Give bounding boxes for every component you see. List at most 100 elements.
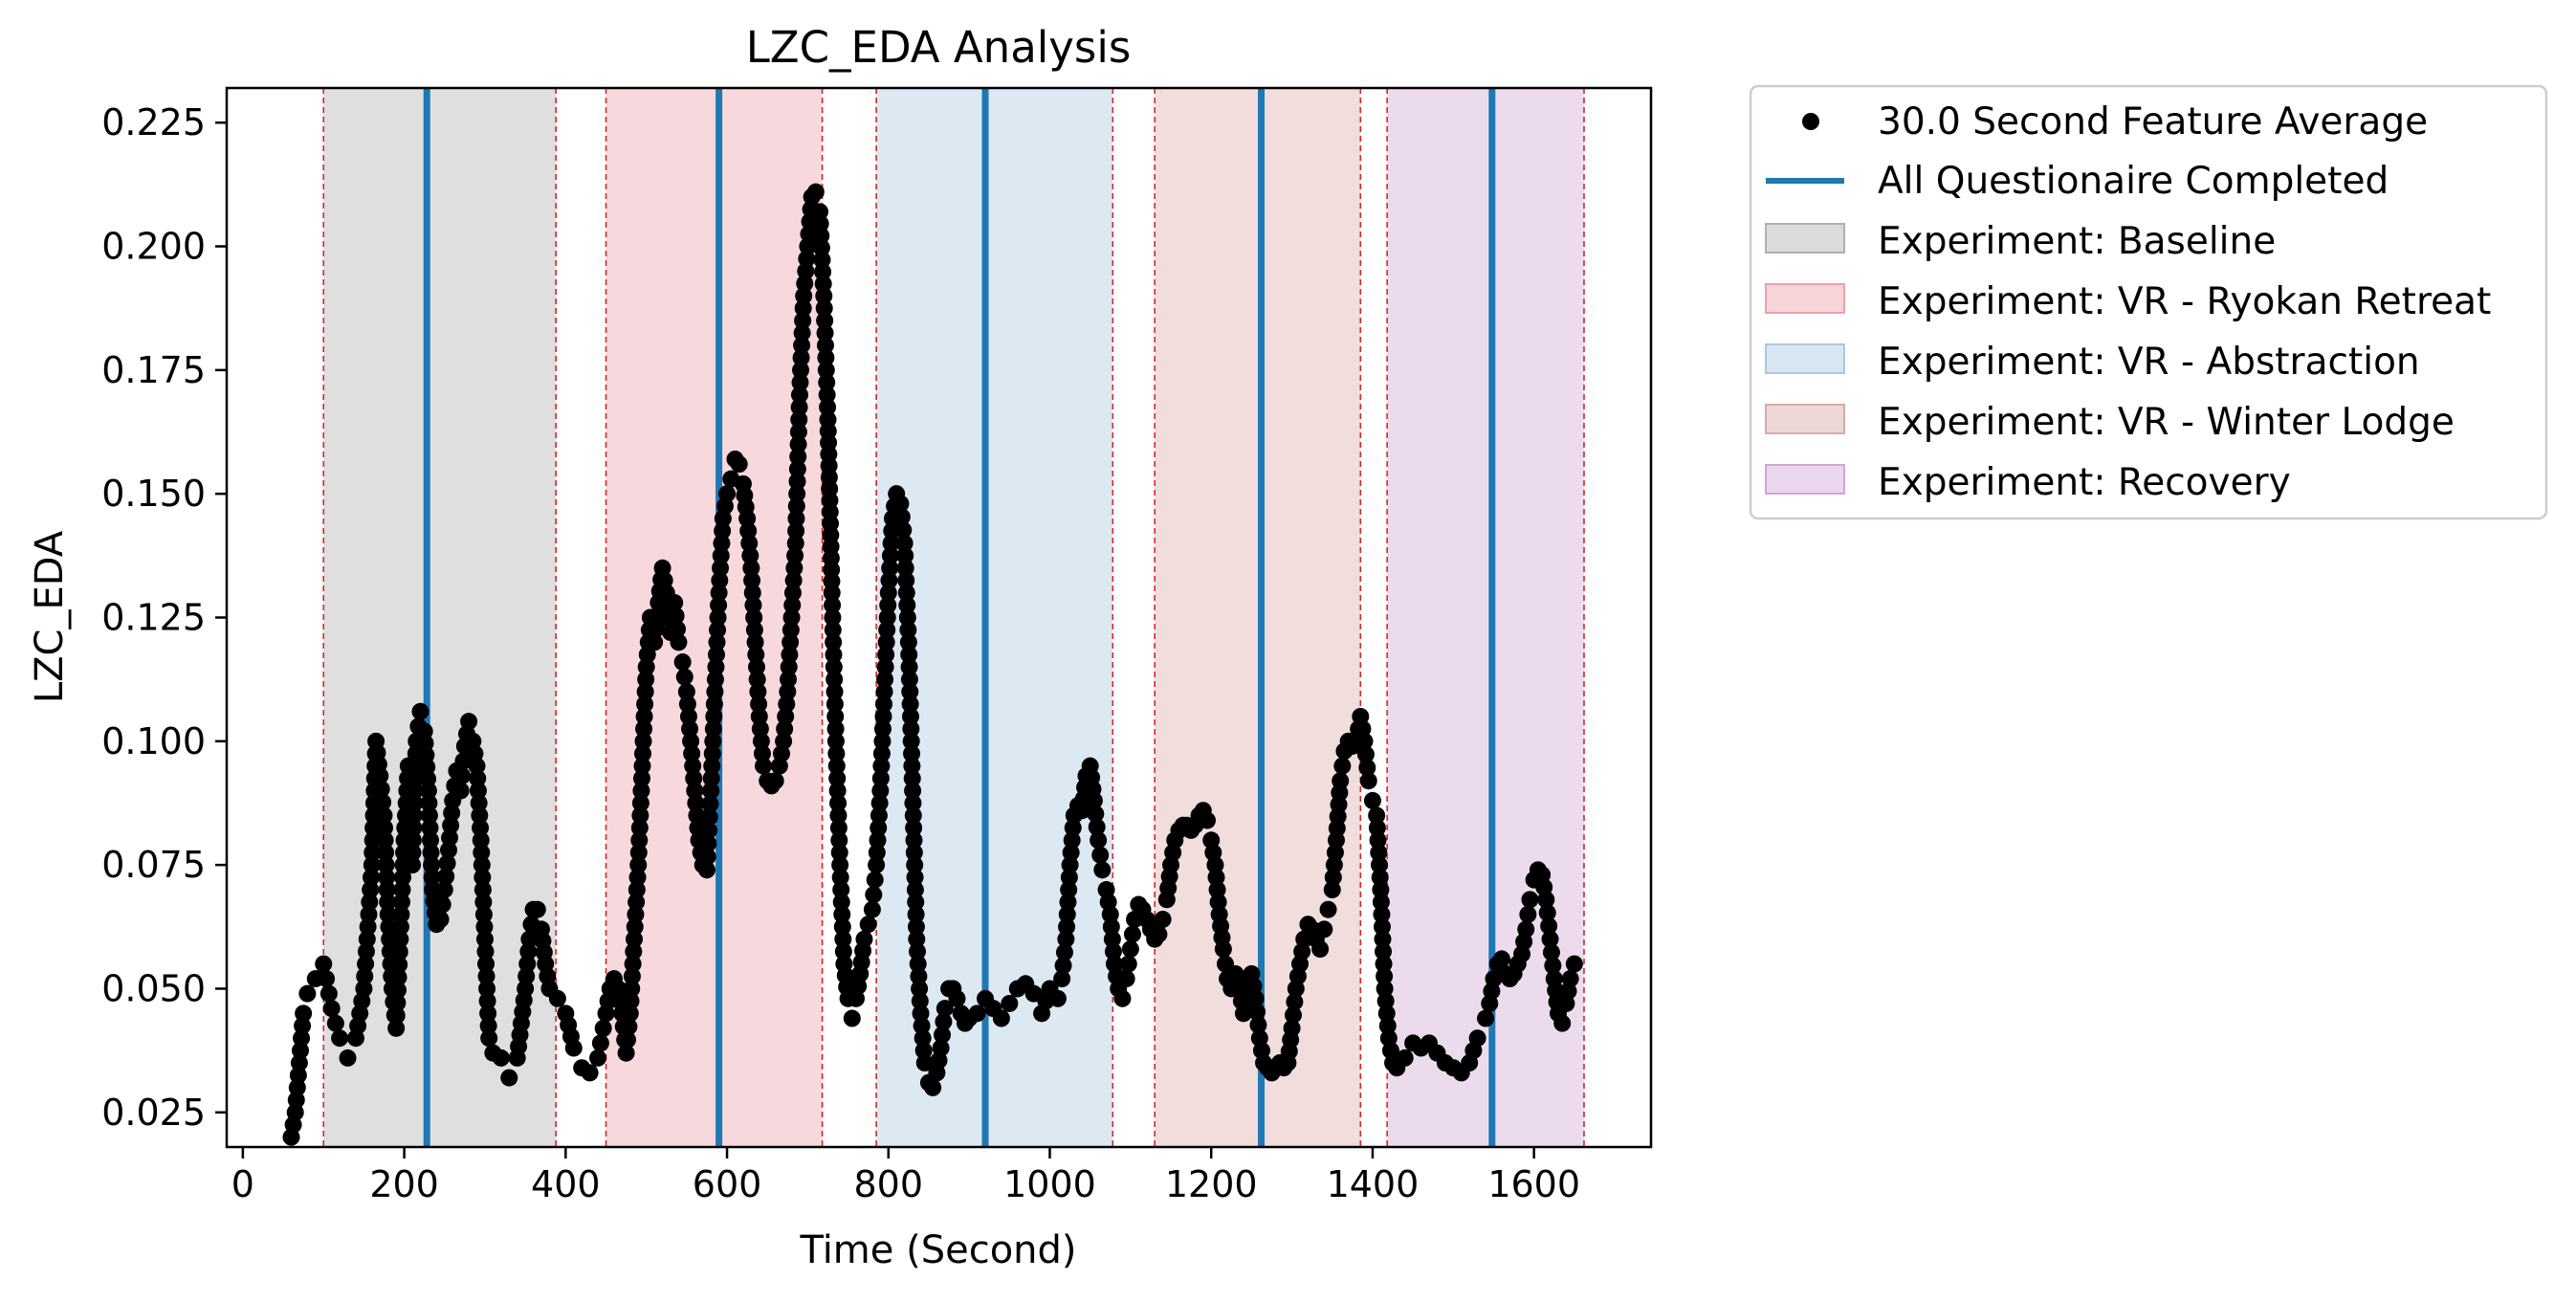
data-point-interp	[796, 275, 814, 293]
x-tick-label: 800	[854, 1163, 924, 1205]
data-point-interp	[792, 361, 810, 379]
data-point-interp	[477, 955, 495, 973]
data-point-interp	[622, 992, 640, 1010]
data-point-interp	[747, 658, 765, 676]
data-point	[475, 930, 494, 948]
data-point	[589, 1048, 607, 1067]
data-point-interp	[1055, 943, 1073, 961]
data-point-interp	[1519, 905, 1537, 923]
data-point-interp	[700, 821, 718, 839]
data-point-interp	[422, 844, 440, 862]
data-point	[755, 757, 773, 775]
data-point-interp	[1370, 856, 1388, 874]
data-point-interp	[904, 794, 922, 812]
data-point	[806, 183, 825, 201]
data-point-interp	[357, 955, 375, 973]
data-point-interp	[787, 521, 805, 540]
data-point-interp	[794, 312, 812, 330]
data-point-interp	[683, 744, 701, 762]
data-point-interp	[900, 671, 918, 689]
data-point	[1053, 970, 1071, 988]
data-point-interp	[319, 984, 338, 1003]
data-point-interp	[423, 856, 441, 874]
data-point-interp	[905, 819, 923, 837]
data-point-interp	[636, 695, 654, 714]
data-point-interp	[870, 794, 889, 812]
data-point	[468, 757, 486, 775]
data-point	[710, 584, 728, 602]
data-point-interp	[357, 942, 375, 960]
data-point-interp	[441, 828, 459, 847]
data-point-interp	[635, 719, 653, 738]
data-point-interp	[1059, 893, 1077, 911]
data-point-interp	[1326, 844, 1344, 862]
data-point-interp	[1375, 942, 1393, 960]
data-point-interp	[780, 671, 798, 689]
data-point-interp	[750, 695, 768, 714]
data-point-interp	[628, 869, 647, 887]
data-point-interp	[866, 871, 884, 889]
data-point-interp	[675, 668, 694, 686]
data-point	[912, 1004, 930, 1023]
data-point	[718, 485, 737, 503]
data-point	[617, 1044, 635, 1062]
data-point-interp	[909, 955, 927, 973]
data-point-interp	[1370, 844, 1388, 862]
data-point-interp	[739, 521, 758, 540]
legend-swatch-abstraction	[1765, 343, 1845, 374]
data-point	[948, 989, 966, 1007]
data-point-interp	[902, 719, 920, 738]
data-point	[875, 683, 893, 701]
data-point	[435, 881, 453, 899]
data-point	[686, 782, 704, 800]
data-point-interp	[830, 844, 848, 862]
data-point-interp	[471, 806, 489, 825]
data-point-interp	[898, 596, 916, 614]
data-point-interp	[476, 942, 495, 960]
data-point-interp	[475, 917, 494, 936]
data-point-interp	[1376, 967, 1394, 985]
data-point-interp	[374, 793, 392, 811]
data-point-interp	[703, 744, 721, 762]
data-point-interp	[825, 633, 843, 651]
data-point	[915, 1054, 934, 1072]
data-point-interp	[389, 968, 407, 986]
data-point-interp	[406, 794, 424, 812]
data-point-interp	[834, 942, 852, 960]
data-point-interp	[624, 955, 642, 973]
data-point-interp	[905, 831, 923, 850]
data-point-interp	[421, 819, 439, 837]
data-point-interp	[706, 671, 724, 689]
data-point-interp	[743, 584, 761, 602]
data-point	[1061, 856, 1079, 874]
data-point	[460, 713, 478, 731]
data-point-interp	[625, 942, 643, 960]
data-point-interp	[816, 336, 834, 354]
data-point-interp	[825, 658, 843, 676]
data-point-interp	[817, 348, 835, 366]
data-point-interp	[826, 719, 845, 738]
data-point-interp	[379, 893, 397, 911]
data-point-interp	[712, 546, 730, 564]
data-point-interp	[913, 1017, 931, 1035]
data-point-interp	[914, 1042, 933, 1060]
data-point	[621, 1004, 639, 1023]
data-point-interp	[711, 571, 729, 589]
data-point-interp	[667, 607, 685, 625]
data-point	[322, 1000, 341, 1018]
y-tick-label: 0.200	[101, 226, 206, 268]
data-point	[750, 707, 768, 725]
data-point-interp	[293, 1029, 311, 1048]
data-point-interp	[741, 546, 760, 564]
data-point	[859, 916, 877, 934]
data-point-interp	[1064, 819, 1082, 837]
data-point-interp	[391, 917, 409, 936]
data-point-interp	[713, 534, 731, 552]
data-point-interp	[1102, 917, 1120, 936]
y-tick-label: 0.075	[101, 844, 206, 886]
data-point-interp	[1378, 1017, 1397, 1035]
data-point	[879, 584, 897, 602]
data-point-interp	[901, 683, 919, 701]
data-point	[968, 1004, 986, 1023]
data-point-interp	[294, 1017, 312, 1035]
